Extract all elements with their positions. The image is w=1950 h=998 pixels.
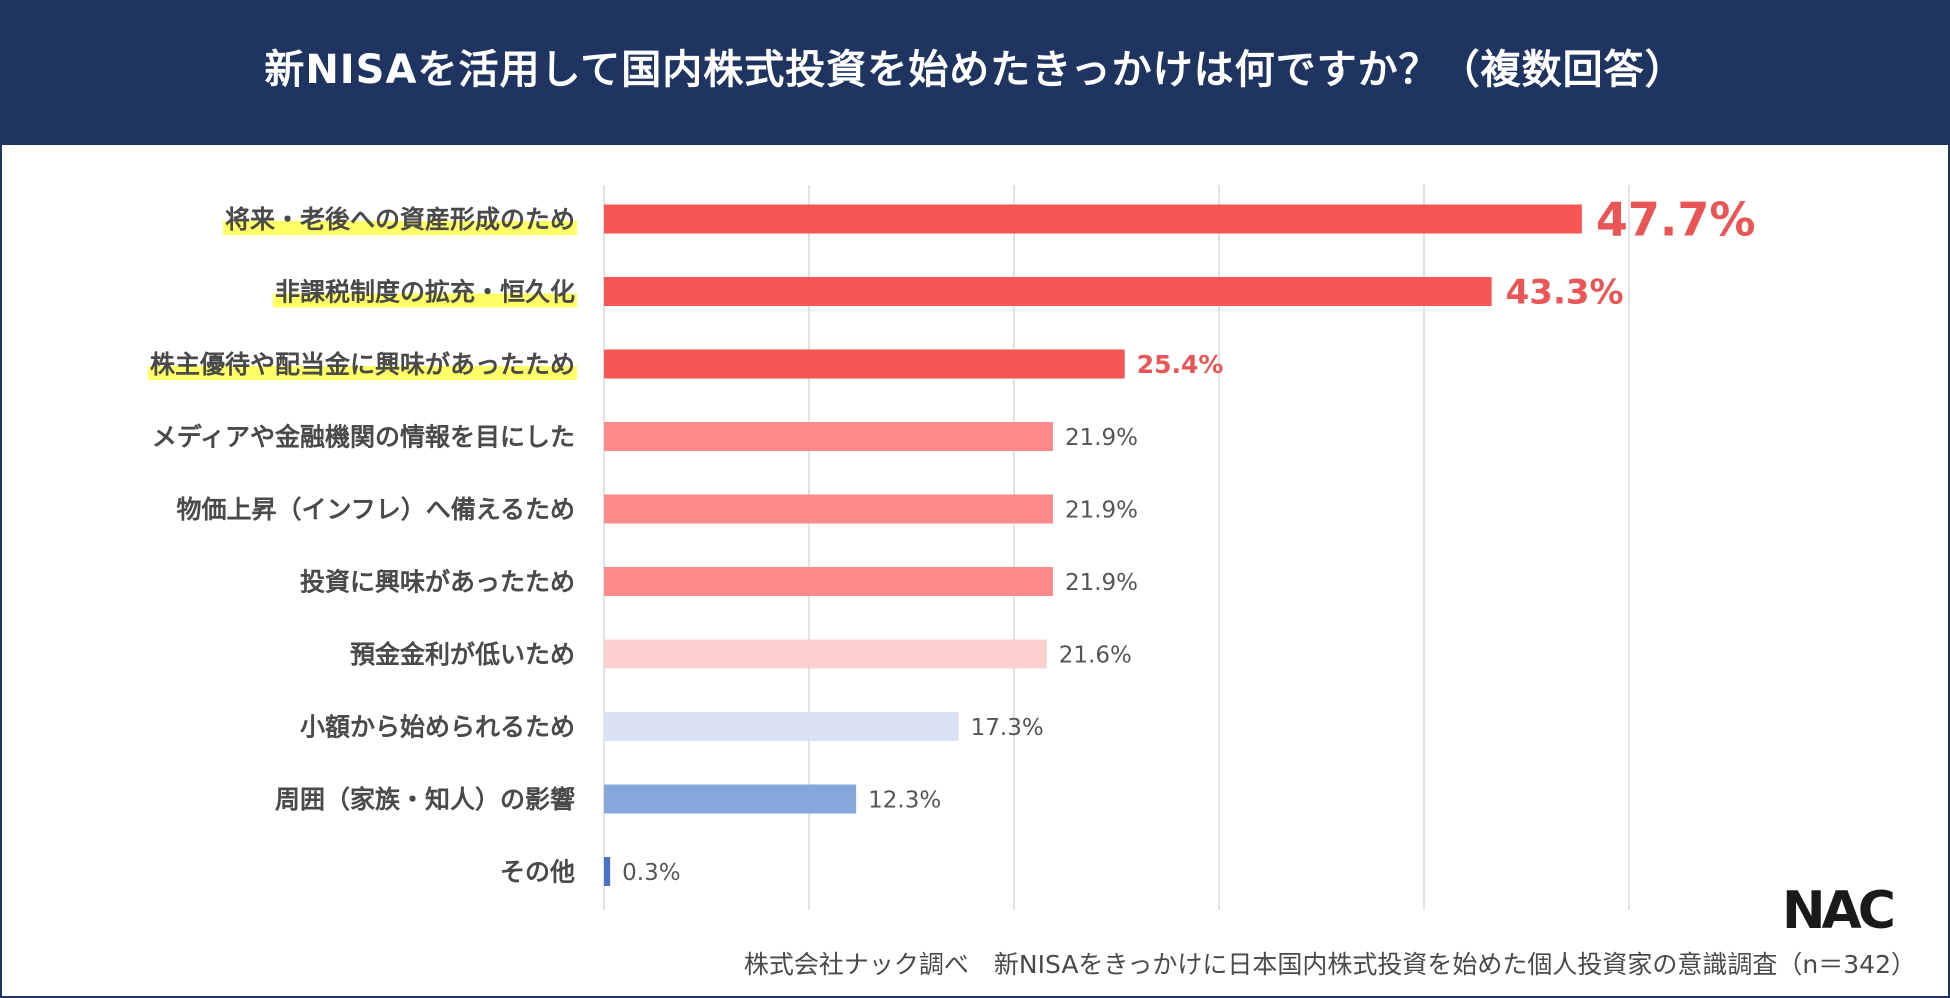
value-label: 21.9% <box>1065 425 1138 451</box>
value-label: 21.9% <box>1065 570 1138 596</box>
logo-text: NAC <box>1782 884 1893 934</box>
category-label: 周囲（家族・知人）の影響 <box>275 785 575 814</box>
value-label: 17.3% <box>971 715 1044 741</box>
category-label: 株主優待や配当金に興味があったため <box>150 350 575 379</box>
nac-logo: NAC <box>1782 884 1897 934</box>
value-label: 21.9% <box>1065 497 1138 523</box>
category-label: 小額から始められるため <box>300 713 575 742</box>
bar <box>604 349 1125 379</box>
source-note: 株式会社ナック調べ 新NISAをきっかけに日本国内株式投資を始めた個人投資家の意… <box>743 950 1916 979</box>
value-label: 25.4% <box>1137 350 1224 379</box>
category-label: 預金金利が低いため <box>350 640 575 669</box>
category-label: その他 <box>500 858 575 887</box>
bar <box>604 712 959 741</box>
chart-title: 新NISAを活用して国内株式投資を始めたきっかけは何ですか？（複数回答） <box>264 47 1686 93</box>
category-highlight <box>147 366 577 380</box>
bar <box>604 857 611 886</box>
category-label: 将来・老後への資産形成のため <box>225 205 575 234</box>
bar <box>604 784 857 814</box>
value-label: 0.3% <box>622 860 680 886</box>
value-label: 12.3% <box>868 787 941 813</box>
category-label: 物価上昇（インフレ）へ備えるため <box>176 495 575 524</box>
bar-chart: 将来・老後への資産形成のため 47.7% 非課税制度の拡充・恒久化 43.3% 株主優待… <box>147 185 1756 910</box>
category-highlight <box>272 293 577 308</box>
bar <box>604 639 1047 669</box>
bar <box>604 494 1053 524</box>
category-label: メディアや金融機関の情報を目にした <box>152 423 575 452</box>
value-label: 47.7% <box>1596 193 1756 247</box>
value-label: 21.6% <box>1059 642 1132 668</box>
category-highlight <box>222 221 577 235</box>
bar <box>604 422 1053 451</box>
title-banner: 新NISAを活用して国内株式投資を始めたきっかけは何ですか？（複数回答） <box>0 0 1950 145</box>
category-label: 非課税制度の拡充・恒久化 <box>275 278 575 307</box>
value-label: 43.3% <box>1506 273 1624 313</box>
bar <box>604 277 1492 306</box>
bar <box>604 567 1053 596</box>
category-label: 投資に興味があったため <box>300 568 575 597</box>
bar <box>604 204 1582 234</box>
